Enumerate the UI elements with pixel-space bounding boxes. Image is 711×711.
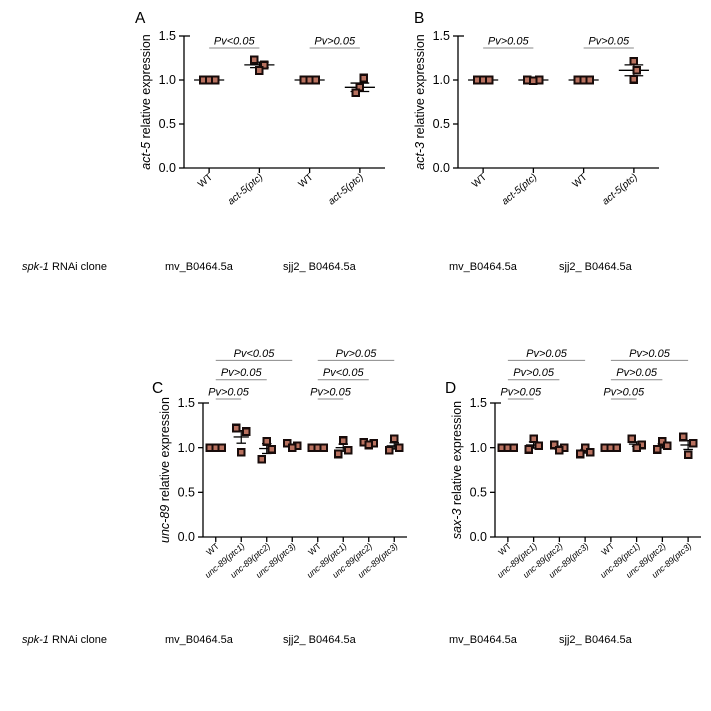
svg-text:1.5: 1.5: [470, 396, 487, 410]
svg-text:WT: WT: [496, 540, 513, 557]
svg-text:WT: WT: [599, 540, 616, 557]
svg-text:Pv>0.05: Pv>0.05: [513, 367, 555, 379]
svg-text:Pv>0.05: Pv>0.05: [526, 348, 568, 360]
svg-text:0.0: 0.0: [470, 530, 487, 544]
svg-text:1.0: 1.0: [470, 441, 487, 455]
svg-text:D: D: [445, 380, 456, 397]
svg-text:Pv>0.05: Pv>0.05: [603, 387, 645, 399]
svg-text:Pv>0.05: Pv>0.05: [616, 367, 658, 379]
svg-text:sax-3 relative expression: sax-3 relative expression: [450, 401, 464, 539]
svg-text:Pv>0.05: Pv>0.05: [500, 387, 542, 399]
svg-text:Pv>0.05: Pv>0.05: [629, 348, 671, 360]
svg-text:0.5: 0.5: [470, 486, 487, 500]
